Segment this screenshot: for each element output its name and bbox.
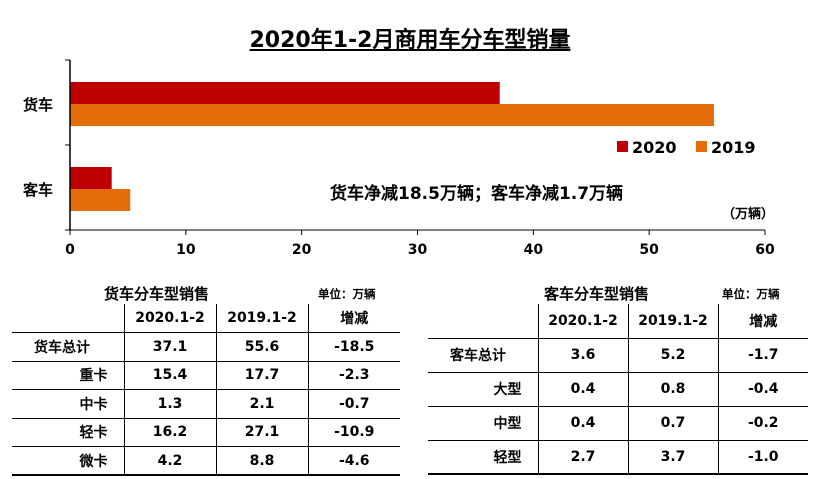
bar-2019-0 <box>70 104 715 126</box>
table-cell: -2.3 <box>308 361 400 390</box>
legend-swatch-2019 <box>696 141 707 152</box>
table-cell: 8.8 <box>216 446 309 476</box>
row-label: 大型 <box>428 372 539 407</box>
chart-annotation: 货车净减18.5万辆；客车净减1.7万辆 <box>330 183 623 204</box>
x-tick-label: 40 <box>524 242 544 258</box>
table-cell: 27.1 <box>216 418 309 447</box>
table-header-cell <box>12 304 125 333</box>
table-cell: -10.9 <box>308 418 400 447</box>
bar-2020-0 <box>70 82 500 104</box>
table-cell: 3.6 <box>538 338 629 373</box>
x-tick-label: 60 <box>755 242 775 258</box>
row-label: 中型 <box>428 406 539 441</box>
row-label: 轻卡 <box>12 418 125 447</box>
table-header-cell: 2020.1-2 <box>538 304 629 339</box>
row-label: 客车总计 <box>428 338 539 373</box>
table-cell: 4.2 <box>124 446 217 476</box>
table-header-cell: 2019.1-2 <box>628 304 719 339</box>
table-cell: 37.1 <box>124 332 217 362</box>
table-row: 大型 0.4 0.8 -0.4 <box>428 372 808 407</box>
row-label: 重卡 <box>12 361 125 390</box>
table-cell: 16.2 <box>124 418 217 447</box>
x-tick-label: 50 <box>639 242 659 258</box>
table-cell: 0.4 <box>538 406 629 441</box>
x-tick-label: 30 <box>408 242 428 258</box>
row-label: 轻型 <box>428 440 539 475</box>
table-cell: -0.7 <box>308 389 400 419</box>
table-cell: -4.6 <box>308 446 400 476</box>
table-cell: 15.4 <box>124 361 217 390</box>
table-row: 货车总计 37.1 55.6 -18.5 <box>12 332 400 362</box>
table-cell: 0.4 <box>538 372 629 407</box>
table-row: 重卡 15.4 17.7 -2.3 <box>12 361 400 390</box>
table-row: 客车总计 3.6 5.2 -1.7 <box>428 338 808 373</box>
table-cell: 5.2 <box>628 338 719 373</box>
table-cell: 2.7 <box>538 440 629 475</box>
bar-2020-1 <box>70 167 112 189</box>
table-row: 轻卡 16.2 27.1 -10.9 <box>12 418 400 447</box>
chart-unit-label: （万辆） <box>722 206 774 222</box>
table-row: 微卡 4.2 8.8 -4.6 <box>12 446 400 476</box>
table-header-cell: 增减 <box>308 304 400 333</box>
row-label: 微卡 <box>12 446 125 476</box>
x-tick-label: 20 <box>292 242 312 258</box>
chart-title: 2020年1-2月商用车分车型销量 <box>249 28 571 53</box>
table-row: 轻型 2.7 3.7 -1.0 <box>428 440 808 475</box>
table-row: 中卡 1.3 2.1 -0.7 <box>12 389 400 419</box>
table-cell: 3.7 <box>628 440 719 475</box>
bar-2019-1 <box>70 189 131 211</box>
x-tick-label: 0 <box>65 242 75 258</box>
bus-table-unit: 单位：万辆 <box>722 287 780 301</box>
table-cell: 0.8 <box>628 372 719 407</box>
truck-table-title: 货车分车型销售 <box>104 285 210 303</box>
table-cell: -1.7 <box>718 338 808 373</box>
table-row: 中型 0.4 0.7 -0.2 <box>428 406 808 441</box>
legend-swatch-2020 <box>617 141 628 152</box>
table-header-cell: 2019.1-2 <box>216 304 309 333</box>
row-label: 中卡 <box>12 389 125 419</box>
table-cell: -0.2 <box>718 406 808 441</box>
table-cell: 17.7 <box>216 361 309 390</box>
table-cell: -18.5 <box>308 332 400 362</box>
table-cell: 0.7 <box>628 406 719 441</box>
table-cell: 2.1 <box>216 389 309 419</box>
category-label: 货车 <box>23 96 53 114</box>
table-cell: -1.0 <box>718 440 808 475</box>
legend-label: 2019 <box>711 138 756 157</box>
category-label: 客车 <box>22 181 53 199</box>
table-cell: -0.4 <box>718 372 808 407</box>
table-cell: 55.6 <box>216 332 309 362</box>
bus-sales-table: 2020.1-2 2019.1-2 增减 客车总计 3.6 5.2 -1.7 大型 0.4 0.8… <box>428 304 808 475</box>
truck-table-unit: 单位：万辆 <box>318 287 376 301</box>
table-header-cell: 2020.1-2 <box>124 304 217 333</box>
truck-sales-table: 2020.1-2 2019.1-2 增减 货车总计 37.1 55.6 -18.5 重卡 15.… <box>12 304 400 476</box>
table-cell: 1.3 <box>124 389 217 419</box>
legend-label: 2020 <box>632 138 677 157</box>
x-tick-label: 10 <box>176 242 196 258</box>
bus-table-title: 客车分车型销售 <box>544 285 650 303</box>
row-label: 货车总计 <box>12 332 125 362</box>
table-header-cell: 增减 <box>718 304 808 339</box>
table-header-cell <box>428 304 539 339</box>
